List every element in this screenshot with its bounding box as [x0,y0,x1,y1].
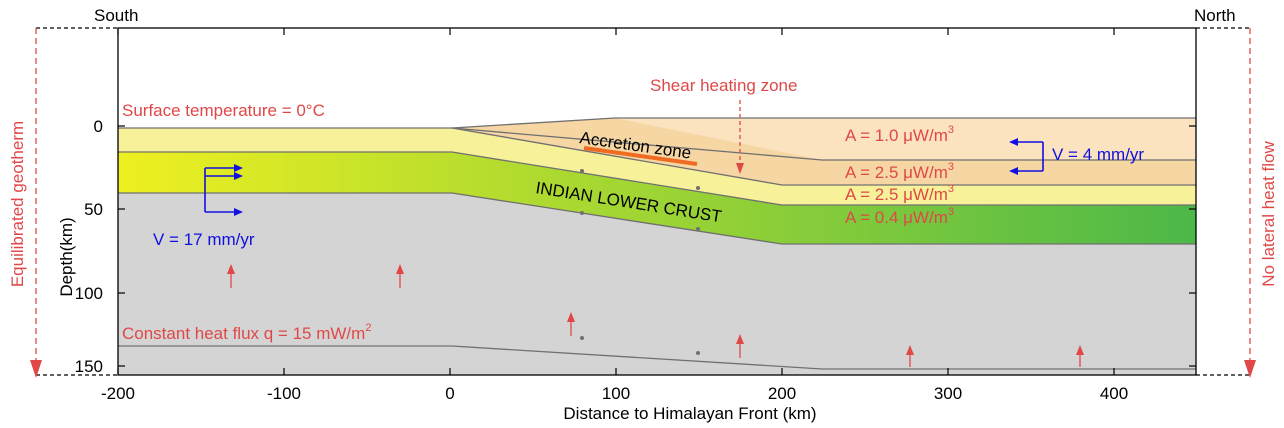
shear-heating-arrow [736,100,744,174]
marker-dots [580,169,700,355]
x-tick-label: 100 [602,384,630,403]
axis-ticks [117,28,1196,375]
right-boundary-label: No lateral heat flow [1259,141,1278,287]
top-boundary [36,27,1250,376]
heat-production-labels: A = 1.0 μW/m3 A = 2.5 μW/m3 A = 2.5 μW/m… [845,124,954,227]
heat-production-label: A = 2.5 μW/m3 [845,161,954,182]
surface-temperature-label: Surface temperature = 0°C [122,101,325,120]
marker-dot [580,211,584,215]
x-tick-label: -100 [267,384,301,403]
heat-flux-label: Constant heat flux q = 15 mW/m2 [122,322,371,343]
y-tick-label: 150 [75,357,103,376]
marker-dot [696,186,700,190]
right-boundary-arrow [1244,28,1256,378]
left-boundary-label: Equilibrated geotherm [8,121,27,287]
y-axis-title: Depth(km) [57,217,76,296]
heat-flux-arrows [227,264,1084,367]
mid-crust-top-line [451,127,1196,186]
south-velocity-label: V = 17 mm/yr [153,230,255,249]
marker-dot [580,336,584,340]
lab-line [118,345,1196,370]
y-tick-label: 0 [94,117,103,136]
marker-dot [580,169,584,173]
layer-boundaries [118,117,1196,370]
south-velocity-arrows [204,164,243,216]
x-tick-label: 400 [1100,384,1128,403]
moho-line [118,192,1196,245]
x-axis-title: Distance to Himalayan Front (km) [563,404,816,423]
middle-crust-layer [118,128,1196,205]
marker-dot [696,351,700,355]
x-tick-label: 300 [934,384,962,403]
y-tick-labels: 0 50 100 150 [75,117,103,376]
north-label: North [1194,6,1236,25]
heat-production-label: A = 0.4 μW/m3 [845,206,954,227]
lower-crust-layer [118,152,1196,244]
x-tick-label: 200 [768,384,796,403]
decollement-line [451,127,1196,161]
wedge-layer [452,118,1196,185]
lower-crust-top-line [118,151,1196,206]
south-label: South [94,6,138,25]
y-tick-label: 100 [75,284,103,303]
heat-production-label: A = 1.0 μW/m3 [845,124,954,145]
x-tick-label: -200 [101,384,135,403]
shear-heating-label: Shear heating zone [650,76,797,95]
geology-layers [118,118,1196,375]
y-tick-label: 50 [84,200,103,219]
north-velocity-label: V = 4 mm/yr [1052,145,1144,164]
x-tick-label: 0 [445,384,454,403]
left-boundary-arrow [30,28,42,378]
x-tick-labels: -200 -100 0 100 200 300 400 [101,384,1128,403]
plot-frame [117,27,1197,376]
surface-line [118,117,1196,129]
heat-production-label: A = 2.5 μW/m3 [845,183,954,204]
accretion-zone-bar [583,146,698,166]
marker-dot [696,227,700,231]
north-velocity-arrows [1009,138,1044,175]
